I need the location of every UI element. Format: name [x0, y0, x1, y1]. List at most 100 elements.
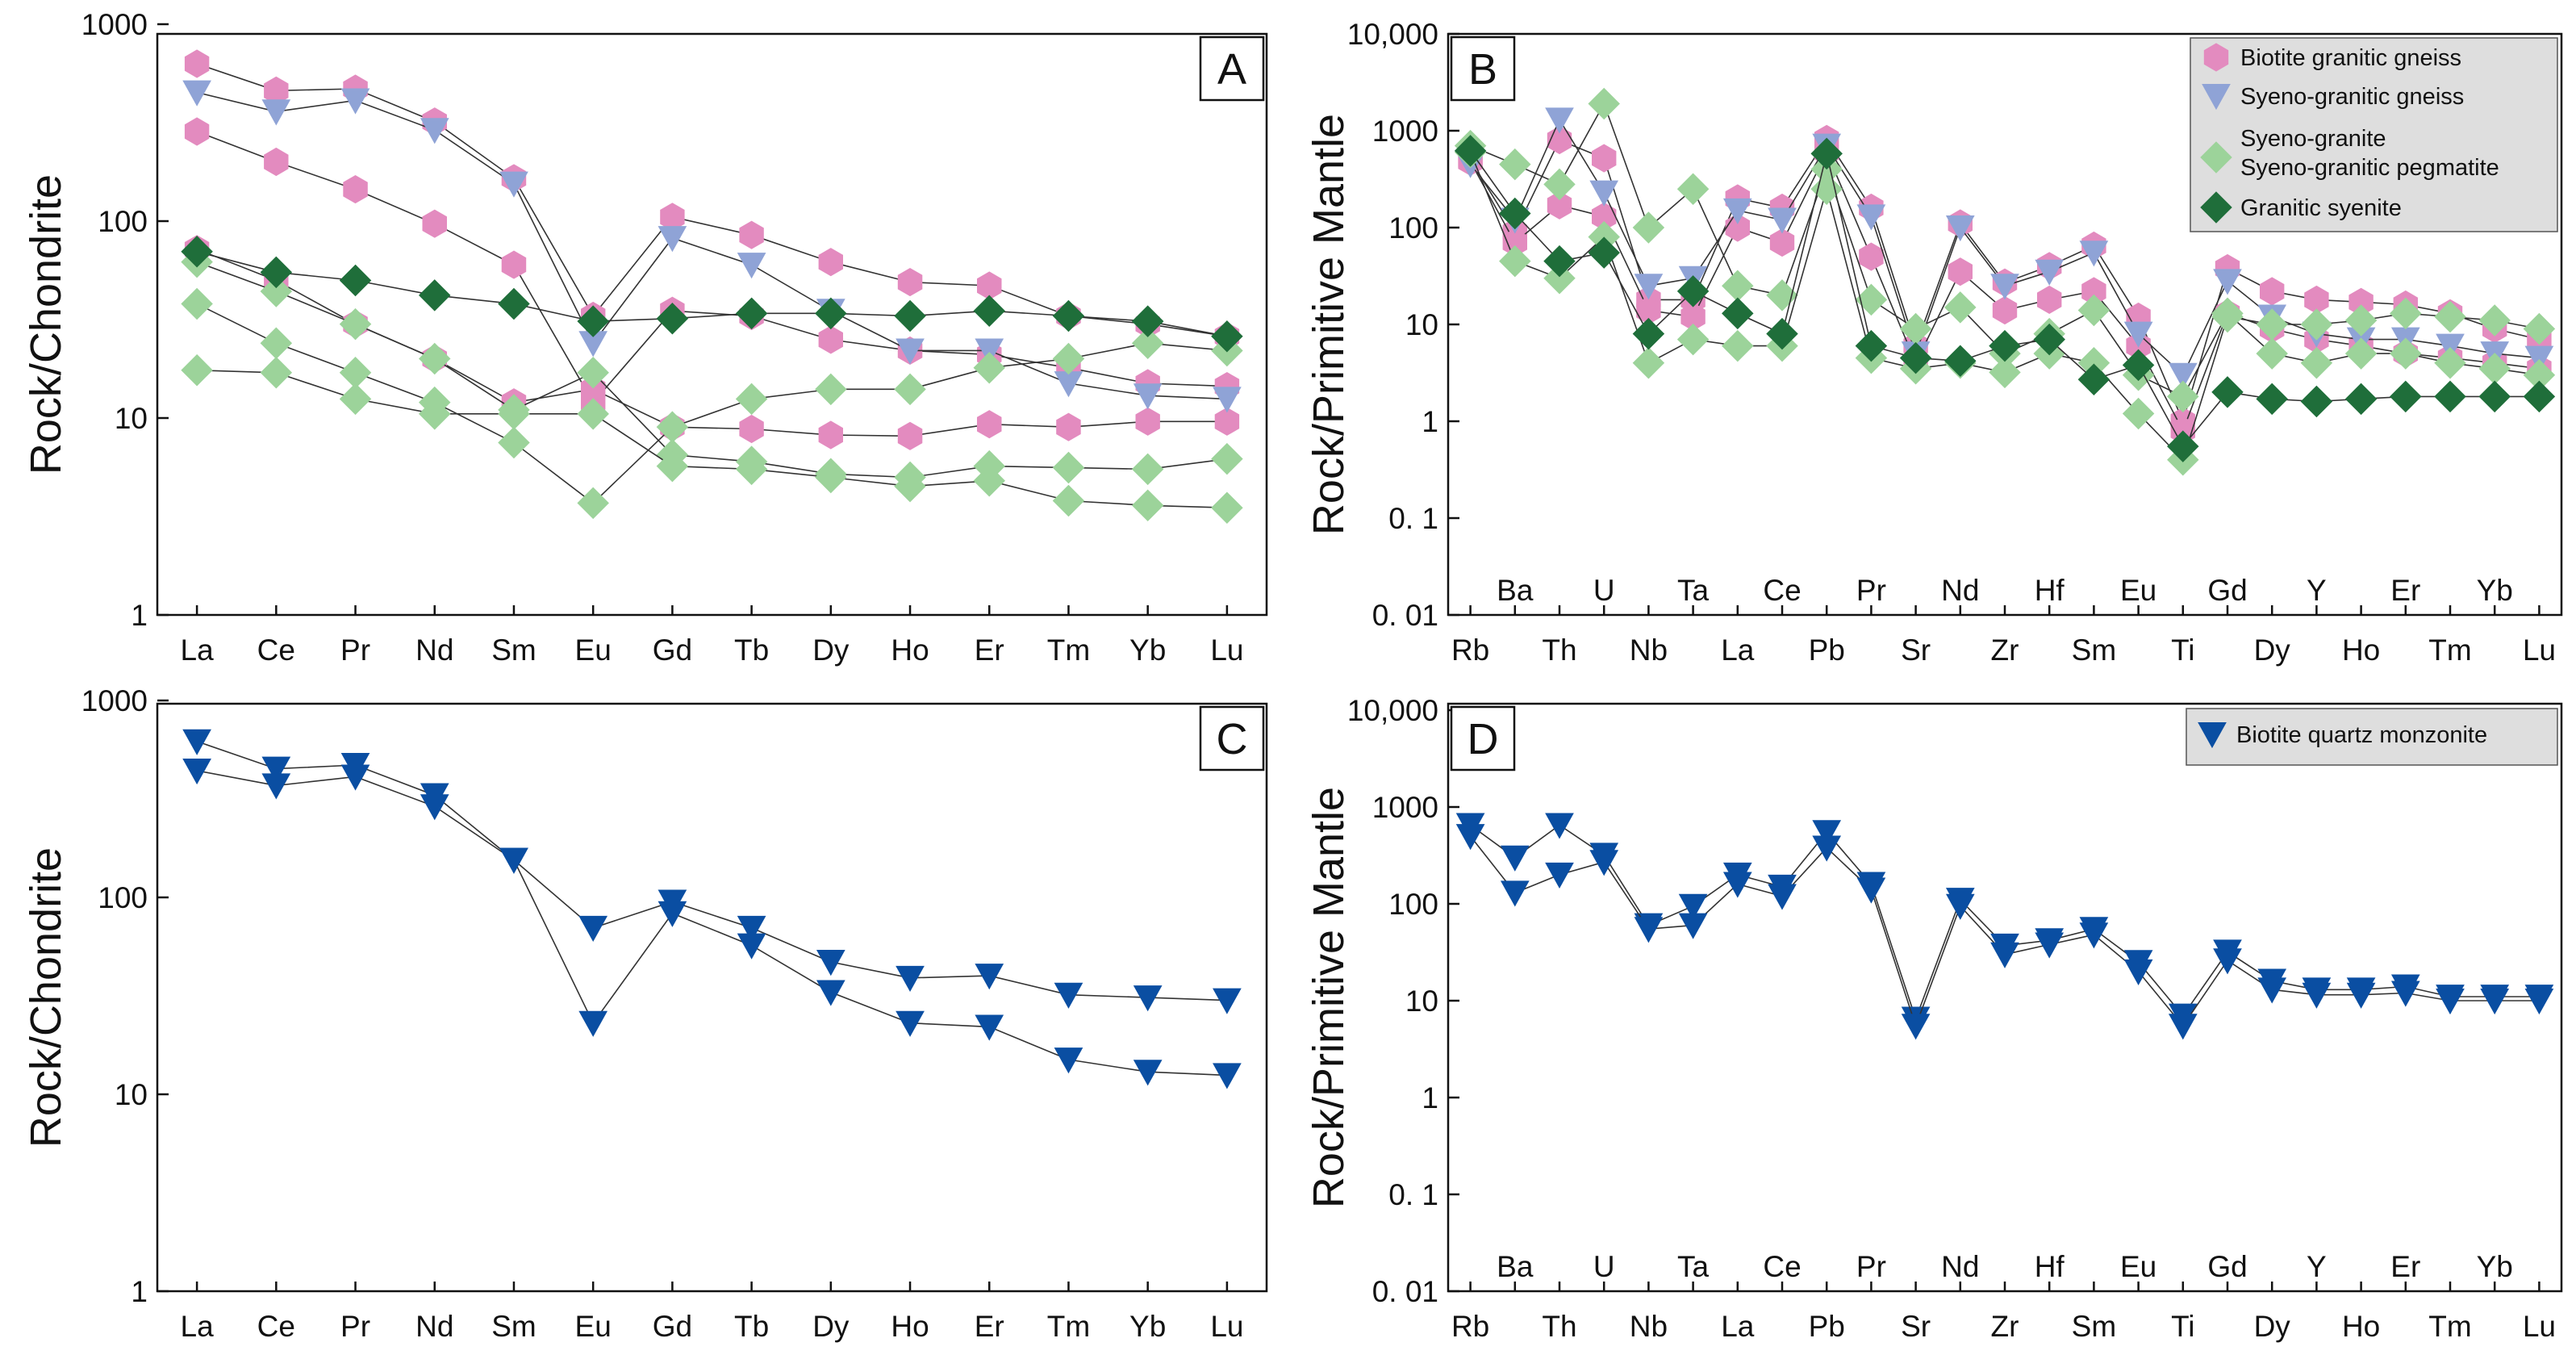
panel-label: C: [1217, 715, 1248, 763]
data-point-ta: [1678, 893, 1708, 920]
x-tick-label-sr: Sr: [1901, 1310, 1931, 1343]
data-point-ce: [260, 275, 293, 307]
x-tick-label-zr: Zr: [1991, 634, 2019, 667]
data-point-u: [1589, 850, 1619, 876]
data-point-tm: [1056, 412, 1081, 441]
legend-box: [2190, 37, 2558, 232]
legend: Biotite quartz monzonite: [2186, 708, 2558, 766]
x-tick-label-ti: Ti: [2171, 634, 2194, 667]
data-point-lu: [2523, 380, 2556, 413]
data-point-eu: [2123, 959, 2153, 986]
data-point-nd: [1944, 291, 1977, 324]
data-point-ce: [1769, 228, 1795, 257]
data-point-yb: [1131, 305, 1164, 337]
y-tick-label: 10: [115, 1078, 148, 1111]
data-point-pr: [339, 264, 372, 297]
legend-marker: [2200, 141, 2232, 174]
data-point-hf: [2033, 323, 2065, 356]
y-tick-label: 1000: [81, 8, 148, 41]
x-tick-label-er: Er: [2390, 574, 2420, 607]
legend-marker: [2198, 722, 2227, 749]
data-point-nd: [419, 398, 451, 430]
series-granitic-syenite: [181, 236, 1243, 353]
data-point-tb: [737, 933, 766, 960]
data-point-sm: [499, 847, 528, 874]
y-tick-label: 0. 1: [1388, 1178, 1438, 1211]
x-tick-label-pr: Pr: [340, 634, 370, 667]
data-point-tb: [739, 414, 764, 444]
data-point-eu: [2122, 397, 2155, 430]
series-line: [196, 91, 1227, 400]
data-point-ba: [1500, 880, 1530, 907]
data-point-th: [1545, 862, 1574, 889]
series-biotite-quartz-monzonite: [1455, 824, 2554, 1040]
x-tick-label-nd: Nd: [415, 634, 453, 667]
x-tick-label-hf: Hf: [2035, 1250, 2065, 1283]
data-point-yb: [2478, 380, 2511, 413]
data-point-ho: [2344, 337, 2378, 370]
data-point-la: [1722, 198, 1752, 225]
data-point-tm: [2436, 989, 2465, 1015]
data-point-pr: [339, 307, 372, 341]
panel-c-frame: [156, 702, 1268, 1293]
data-point-dy: [2257, 977, 2287, 1004]
data-point-zr: [1989, 329, 2021, 362]
data-point-zr: [1990, 942, 2019, 968]
x-tick-label-nb: Nb: [1630, 1310, 1668, 1343]
data-point-ba: [1500, 845, 1530, 872]
data-point-nd: [1948, 257, 1973, 286]
data-point-dy: [2260, 277, 2285, 306]
data-point-nd: [1944, 345, 1977, 377]
data-point-tm: [1052, 451, 1085, 484]
data-point-tm: [1052, 299, 1085, 332]
data-point-la: [184, 49, 210, 78]
x-tick-label-rb: Rb: [1451, 1310, 1489, 1343]
data-point-la: [1722, 270, 1754, 302]
data-point-lu: [1211, 442, 1243, 475]
data-point-pb: [1810, 137, 1843, 170]
x-tick-label-hf: Hf: [2035, 574, 2065, 607]
x-tick-label-lu: Lu: [1210, 634, 1243, 667]
x-tick-label-th: Th: [1542, 634, 1576, 667]
data-point-sr: [1899, 341, 1932, 374]
legend-entry: Biotite granitic gneiss: [2240, 45, 2461, 71]
data-point-dy: [815, 461, 847, 494]
data-point-dy: [818, 248, 843, 277]
data-point-nb: [1634, 274, 1664, 300]
data-point-nd: [420, 794, 449, 821]
data-point-ta: [1676, 275, 1710, 307]
data-point-dy: [818, 420, 843, 450]
data-point-sm: [499, 171, 528, 198]
data-point-ce: [1768, 884, 1797, 910]
x-tick-label-lu: Lu: [2523, 1310, 2556, 1343]
series-line: [196, 770, 1227, 1077]
data-point-er: [975, 338, 1004, 365]
data-point-yb: [1131, 453, 1164, 486]
data-point-ho: [896, 965, 925, 992]
data-point-la: [181, 236, 213, 268]
data-point-la: [182, 80, 211, 107]
legend-marker: [2200, 191, 2232, 224]
y-tick-label: 100: [98, 881, 148, 914]
x-tick-label-y: Y: [2307, 574, 2327, 607]
series-biotite-quartz-monzonite: [1455, 813, 2554, 1033]
data-point-lu: [1213, 988, 1242, 1014]
x-tick-label-y: Y: [2307, 1250, 2327, 1283]
panel-label: D: [1468, 715, 1499, 763]
x-tick-label-sm: Sm: [491, 634, 536, 667]
legend-entry: Syeno-granitic pegmatite: [2240, 155, 2499, 181]
legend-marker: [2203, 43, 2229, 72]
data-point-pr: [1859, 242, 1884, 271]
data-point-yb: [1131, 489, 1164, 522]
data-point-tm: [2434, 347, 2466, 379]
x-tick-label-ho: Ho: [891, 634, 929, 667]
data-point-la: [1722, 297, 1754, 330]
data-point-yb: [1135, 407, 1160, 436]
legend: Biotite granitic gneiss Syeno-granitic gn…: [2190, 37, 2558, 232]
data-point-pr: [340, 764, 370, 791]
y-tick-label: 1000: [1372, 791, 1438, 824]
data-point-eu: [2123, 321, 2153, 348]
y-tick-label: 1: [1422, 1081, 1438, 1114]
x-tick-label-nd: Nd: [1941, 574, 1979, 607]
x-tick-label-gd: Gd: [2207, 574, 2247, 607]
